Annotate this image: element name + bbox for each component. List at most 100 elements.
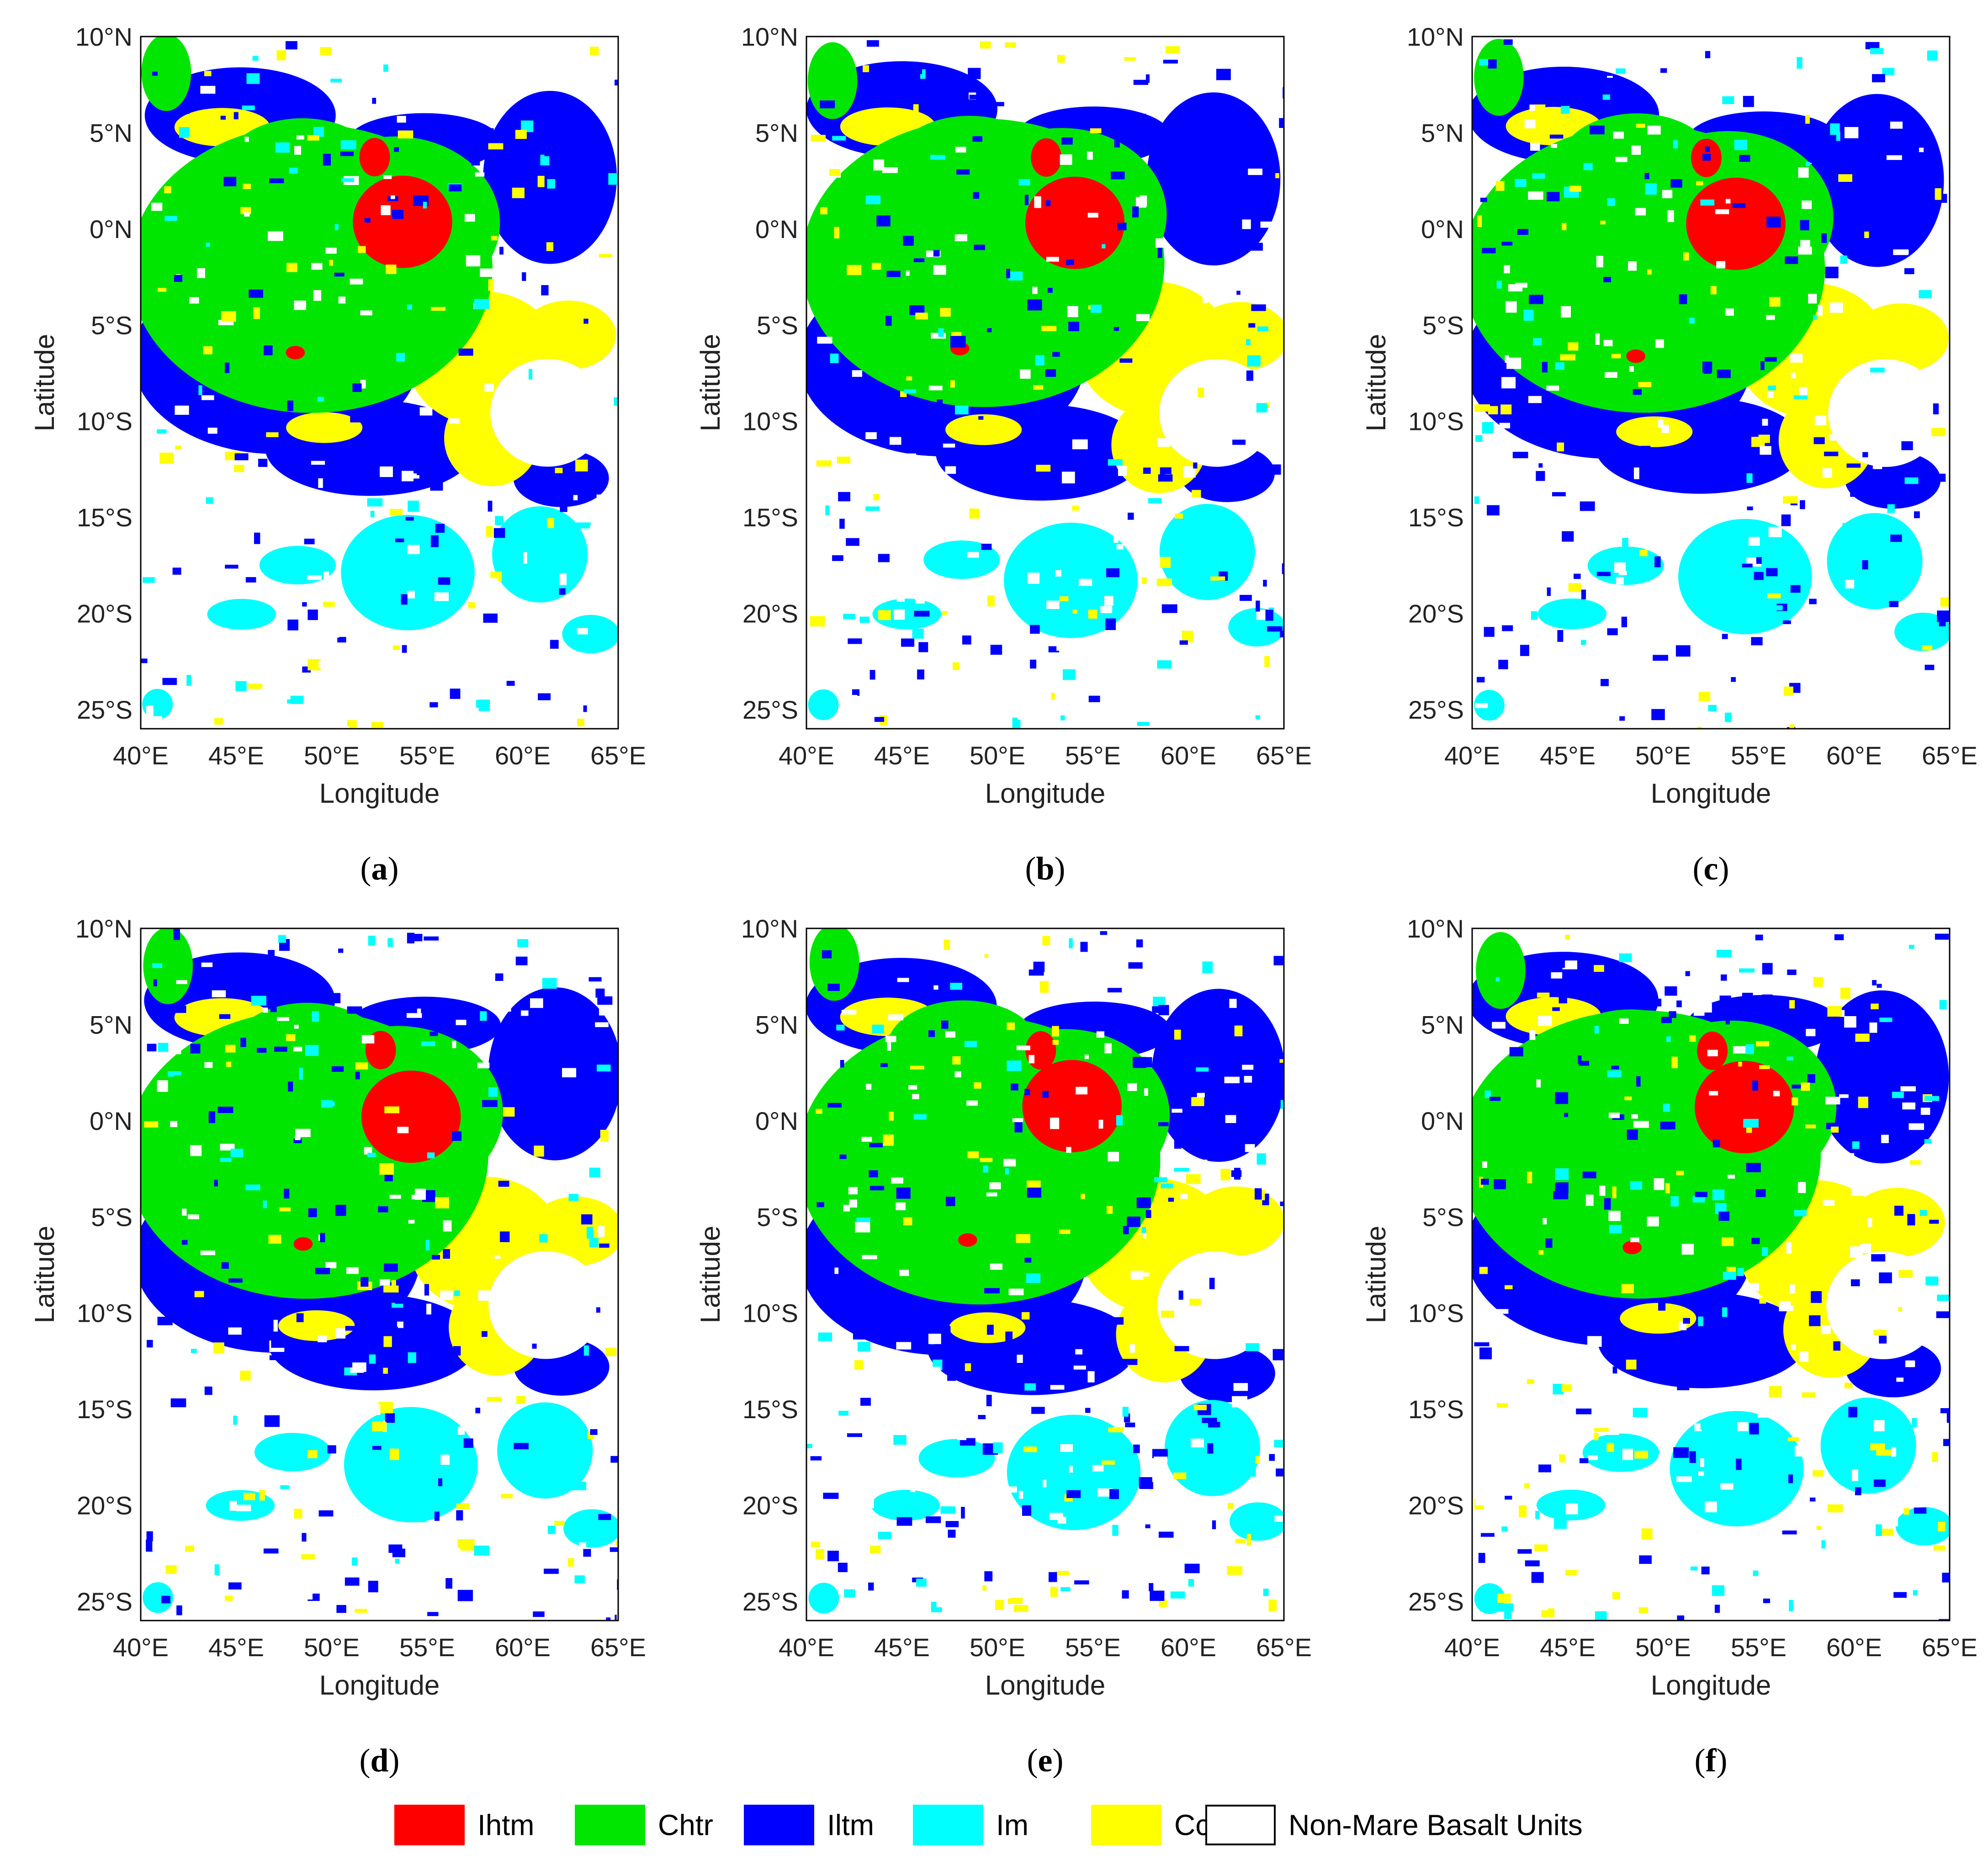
unit-cc-pixel <box>1039 981 1049 993</box>
unit-non-pixel <box>1886 155 1902 160</box>
unit-iltm-pixel <box>1809 599 1817 604</box>
unit-cc-region <box>528 1197 618 1266</box>
unit-iltm-pixel <box>1145 1524 1150 1528</box>
unit-iltm-pixel <box>427 1612 439 1616</box>
unit-cc-pixel <box>1781 440 1795 449</box>
unit-non-pixel <box>891 1177 904 1184</box>
unit-im-pixel <box>1787 1056 1793 1060</box>
unit-iltm-pixel <box>1752 1080 1758 1091</box>
unit-non-pixel <box>1564 1440 1575 1450</box>
unit-im-pixel <box>1616 68 1626 74</box>
unit-non-pixel <box>894 609 905 620</box>
unit-iltm-pixel <box>822 950 832 959</box>
unit-non-pixel <box>1681 1244 1694 1255</box>
unit-im-pixel <box>292 563 297 573</box>
unit-iltm-pixel <box>1850 1279 1860 1287</box>
unit-im-pixel <box>1734 139 1748 150</box>
y-tick-label: 25°S <box>77 1587 133 1616</box>
unit-iltm-pixel <box>1152 1449 1168 1458</box>
unit-im-pixel <box>1280 1100 1284 1109</box>
unit-non-pixel <box>1822 468 1832 478</box>
unit-non-pixel <box>928 1334 941 1344</box>
unit-non-pixel <box>1676 1591 1684 1599</box>
unit-non-pixel <box>1482 1161 1487 1168</box>
unit-non-pixel <box>1242 1065 1254 1070</box>
unit-iltm-pixel <box>1800 220 1809 231</box>
unit-non-pixel <box>915 594 925 604</box>
unit-non-pixel <box>920 1417 928 1423</box>
unit-cc-pixel <box>221 311 236 322</box>
x-tick-label: 55°E <box>1731 1633 1787 1662</box>
unit-cc-pixel <box>1805 1124 1816 1129</box>
unit-non-pixel <box>1890 1515 1898 1526</box>
unit-iltm-pixel <box>1158 1122 1169 1127</box>
unit-im-pixel <box>1700 199 1715 206</box>
unit-iltm-pixel <box>1509 1047 1523 1057</box>
unit-iltm-pixel <box>1705 51 1711 58</box>
unit-non-pixel <box>505 1007 511 1012</box>
unit-im-pixel <box>1927 50 1938 61</box>
unit-im-region <box>808 1583 839 1614</box>
unit-im-pixel <box>206 243 210 247</box>
unit-non-pixel <box>277 1017 289 1021</box>
x-tick-label: 65°E <box>1922 741 1977 770</box>
unit-non-pixel <box>1620 1413 1628 1421</box>
unit-iltm-pixel <box>1673 1447 1689 1458</box>
unit-iltm-pixel <box>588 977 602 982</box>
unit-non-pixel <box>1601 696 1617 708</box>
unit-im-pixel <box>278 935 286 943</box>
x-tick-label: 65°E <box>590 1633 646 1662</box>
unit-iltm-pixel <box>458 348 473 356</box>
unit-cc-region <box>1616 416 1693 447</box>
unit-iltm-pixel <box>1611 1065 1619 1070</box>
unit-non-pixel <box>1509 491 1522 502</box>
unit-cc-pixel <box>834 227 840 238</box>
unit-iltm-pixel <box>565 482 571 486</box>
unit-cc-pixel <box>240 1370 251 1381</box>
y-axis-title: Latitude <box>695 334 726 432</box>
unit-iltm-pixel <box>569 1084 579 1092</box>
unit-non-pixel <box>176 980 187 984</box>
unit-non-pixel <box>307 575 322 580</box>
y-tick-label: 10°S <box>77 407 133 436</box>
unit-non-pixel <box>325 248 337 254</box>
unit-iltm-pixel <box>1106 568 1120 578</box>
unit-cc-pixel <box>1612 1186 1617 1198</box>
unit-cc-pixel <box>1600 221 1606 225</box>
unit-iltm-pixel <box>1123 1226 1129 1235</box>
unit-cc-pixel <box>1876 1450 1892 1456</box>
unit-non-pixel <box>443 1220 452 1232</box>
y-tick-label: 10°S <box>1408 407 1464 436</box>
unit-non-pixel <box>301 1388 315 1393</box>
unit-chtr-region <box>887 1000 1040 1097</box>
unit-non-pixel <box>1818 305 1823 316</box>
unit-im-pixel <box>383 64 388 72</box>
unit-cc-pixel <box>871 263 881 270</box>
unit-non-pixel <box>216 1359 220 1370</box>
y-tick-label: 5°N <box>90 1010 133 1039</box>
unit-iltm-pixel <box>1140 1482 1153 1489</box>
unit-non-pixel <box>201 395 214 400</box>
unit-non-pixel <box>1725 199 1731 204</box>
unit-im-pixel <box>275 142 290 153</box>
unit-iltm-region <box>1597 1292 1808 1388</box>
unit-cc-pixel <box>1858 1097 1868 1108</box>
unit-non-pixel <box>313 290 322 301</box>
unit-iltm-pixel <box>1127 1216 1140 1227</box>
unit-iltm-pixel <box>1481 1179 1489 1185</box>
unit-non-pixel <box>1104 596 1113 606</box>
unit-iltm-pixel <box>181 1240 188 1245</box>
unit-cc-pixel <box>468 602 475 609</box>
unit-cc-pixel <box>1279 1059 1284 1063</box>
unit-non-pixel <box>200 1250 216 1256</box>
unit-iltm-pixel <box>506 681 515 686</box>
unit-iltm-pixel <box>1066 432 1081 438</box>
x-tick-label: 50°E <box>1635 1633 1691 1662</box>
unit-iltm-pixel <box>208 1111 216 1123</box>
unit-iltm-pixel <box>1936 1311 1950 1319</box>
unit-im-pixel <box>608 173 618 185</box>
unit-cc-pixel <box>214 718 223 725</box>
unit-iltm-pixel <box>1282 563 1284 574</box>
unit-cc-pixel <box>1234 1025 1243 1037</box>
unit-iltm-pixel <box>985 1354 991 1364</box>
